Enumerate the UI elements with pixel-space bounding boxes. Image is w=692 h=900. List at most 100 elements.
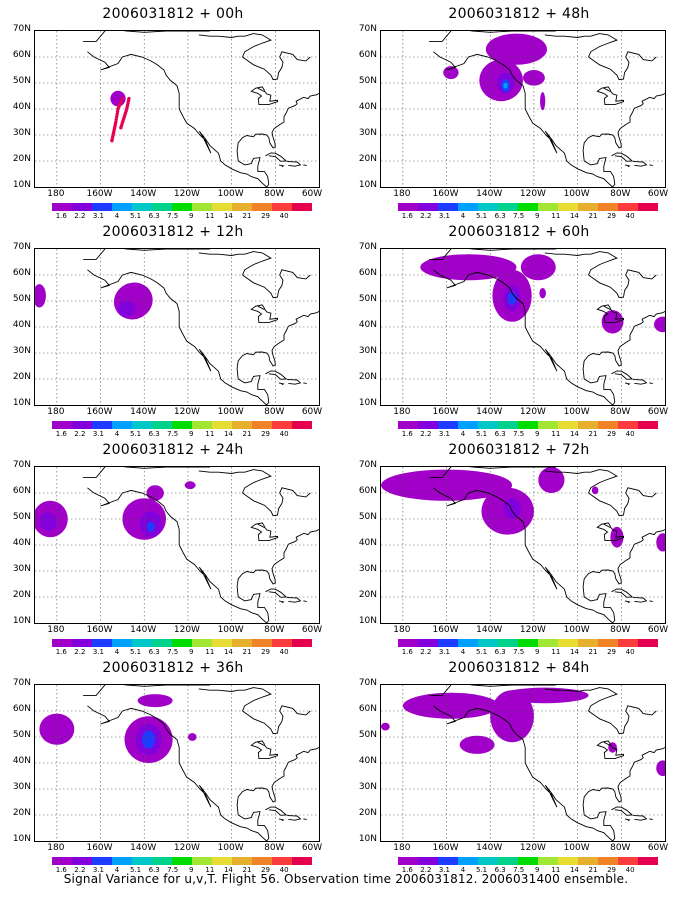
colorbar-label: 11	[551, 430, 561, 438]
colorbar-swatch	[438, 203, 458, 211]
y-tick-label: 70N	[358, 678, 377, 688]
forecast-panel: 2006031812 + 84h 70N 60N 50N 40N 30N 20N 10N 180…	[346, 654, 692, 874]
colorbar-swatch	[578, 421, 598, 429]
colorbar-label: 7.5	[167, 430, 179, 438]
x-tick-label: 60W	[647, 189, 669, 199]
colorbar-label: 9	[189, 866, 194, 874]
y-tick-label: 60N	[358, 704, 377, 714]
colorbar-label: 11	[551, 212, 561, 220]
colorbar-swatch	[458, 857, 478, 865]
colorbar-swatch	[132, 203, 152, 211]
colorbar-swatch	[192, 857, 212, 865]
y-tick-label: 10N	[12, 398, 31, 408]
colorbar-label: 4	[114, 430, 120, 438]
y-tick-label: 60N	[358, 268, 377, 278]
y-tick-label: 30N	[12, 564, 31, 574]
x-tick-label: 60W	[647, 625, 669, 635]
observation-dot	[115, 109, 120, 114]
colorbar-swatch	[438, 421, 458, 429]
colorbar-swatch	[398, 639, 418, 647]
colorbar-label: 1.6	[55, 866, 67, 874]
y-tick-label: 60N	[358, 486, 377, 496]
x-tick-label: 80W	[610, 407, 631, 417]
variance-contour	[656, 533, 665, 552]
coastline	[83, 249, 319, 405]
variance-contour	[402, 692, 499, 719]
x-tick-label: 80W	[610, 189, 631, 199]
variance-contour	[601, 310, 624, 334]
colorbar-label: 9	[535, 648, 540, 656]
y-tick-label: 40N	[12, 538, 31, 548]
variance-contour	[381, 722, 390, 731]
y-tick-label: 60N	[12, 268, 31, 278]
gridlines	[35, 467, 319, 623]
colorbar-label: 7.5	[167, 212, 179, 220]
x-tick-label: 140W	[130, 189, 157, 199]
x-tick-label: 60W	[301, 189, 323, 199]
y-tick-label: 40N	[12, 102, 31, 112]
colorbar-swatch	[418, 639, 438, 647]
colorbar-swatch	[192, 421, 212, 429]
gridlines	[381, 685, 665, 841]
colorbar-label: 14	[223, 648, 233, 656]
colorbar-label: 14	[569, 212, 579, 220]
colorbar-swatch	[292, 857, 312, 865]
y-tick-label: 30N	[358, 564, 377, 574]
variance-contour	[137, 694, 173, 708]
gridlines	[35, 31, 319, 187]
colorbar-label: 29	[261, 430, 271, 438]
variance-contour	[501, 687, 589, 704]
gridlines	[381, 31, 665, 187]
colorbar-label: 40	[279, 866, 289, 874]
colorbar-swatch	[212, 639, 232, 647]
y-tick-label: 40N	[358, 756, 377, 766]
colorbar-label: 1.6	[55, 648, 67, 656]
colorbar-swatch	[232, 421, 252, 429]
colorbar-swatch	[192, 203, 212, 211]
colorbar-label: 11	[205, 430, 215, 438]
colorbar-label: 5.1	[475, 430, 488, 438]
colorbar-label: 40	[279, 430, 289, 438]
map-plot	[34, 684, 320, 842]
colorbar-label: 1.6	[401, 648, 413, 656]
y-tick-label: 30N	[358, 782, 377, 792]
colorbar-swatch	[272, 857, 292, 865]
x-tick-label: 80W	[610, 843, 631, 853]
colorbar-label: 40	[625, 212, 635, 220]
variance-contour	[142, 730, 156, 749]
panel-title: 2006031812 + 48h	[448, 6, 590, 22]
forecast-panel: 2006031812 + 12h 70N 60N 50N 40N 30N 20N 10N 180…	[0, 218, 346, 438]
colorbar-label: 40	[625, 866, 635, 874]
y-tick-label: 20N	[358, 590, 377, 600]
colorbar-swatch	[272, 203, 292, 211]
colorbar-label: 5.1	[129, 648, 142, 656]
panel-title: 2006031812 + 36h	[102, 660, 244, 676]
colorbar-swatch	[132, 857, 152, 865]
colorbar-swatch	[132, 421, 152, 429]
coastline	[429, 31, 665, 187]
colorbar-label: 2.2	[420, 212, 432, 220]
map-svg	[381, 249, 665, 405]
colorbar-swatch	[152, 639, 172, 647]
colorbar-label: 7.5	[513, 648, 525, 656]
x-tick-label: 80W	[610, 625, 631, 635]
map-plot	[380, 466, 666, 624]
colorbar-label: 5.1	[129, 430, 142, 438]
x-tick-label: 100W	[563, 625, 590, 635]
colorbar-swatch	[458, 203, 478, 211]
x-tick-label: 100W	[563, 407, 590, 417]
map-plot	[380, 248, 666, 406]
colorbar-label: 21	[242, 866, 252, 874]
colorbar-label: 7.5	[513, 430, 525, 438]
y-tick-label: 70N	[358, 460, 377, 470]
y-tick-label: 20N	[358, 372, 377, 382]
map-svg	[35, 467, 319, 623]
colorbar-swatch	[578, 203, 598, 211]
colorbar-swatch	[272, 421, 292, 429]
panel-title: 2006031812 + 24h	[102, 442, 244, 458]
y-tick-label: 60N	[358, 50, 377, 60]
colorbar-swatch	[518, 857, 538, 865]
x-tick-label: 160W	[86, 625, 113, 635]
colorbar-label: 14	[569, 648, 579, 656]
y-tick-label: 70N	[12, 24, 31, 34]
